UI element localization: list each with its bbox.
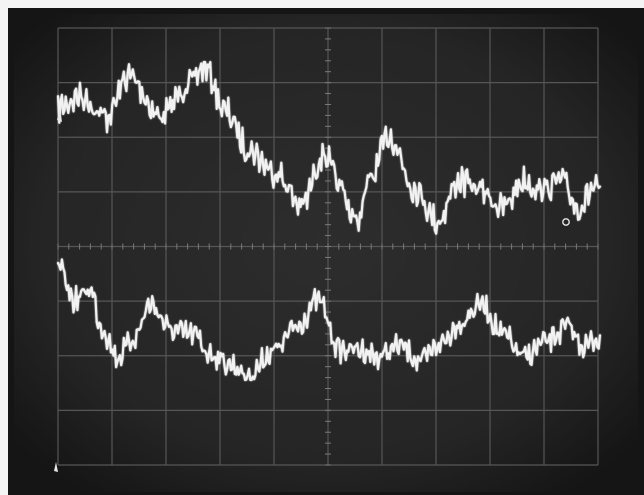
lower-trace <box>56 258 602 382</box>
lower-left-speck <box>54 462 58 472</box>
screen-spot <box>562 218 570 226</box>
crt-screen <box>14 14 638 492</box>
graticule-center-ticks <box>57 27 599 466</box>
upper-trace <box>56 60 602 235</box>
trace-start-mark <box>57 108 62 122</box>
